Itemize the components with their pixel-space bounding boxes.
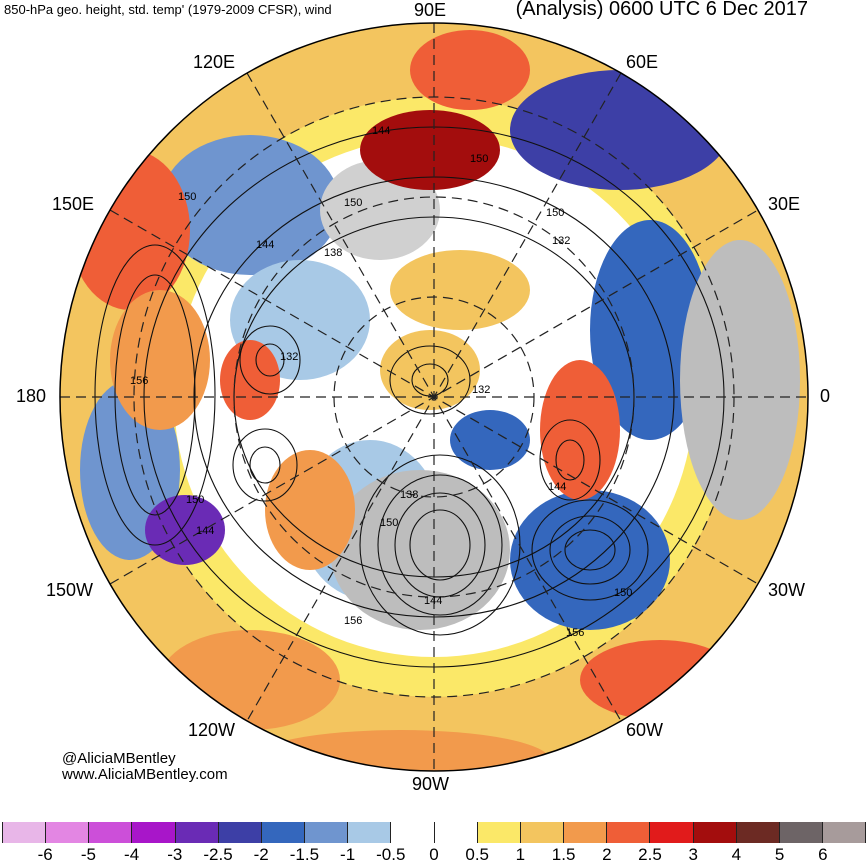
graticule (60, 23, 808, 771)
colorbar-tick-label: -5 (80, 845, 96, 864)
colorbar-swatch (519, 822, 564, 843)
colorbar-swatch (260, 822, 305, 843)
chart-title: 850-hPa geo. height, std. temp' (1979-20… (4, 2, 332, 17)
credit-handle: @AliciaMBentley (62, 750, 176, 767)
colorbar-swatch (821, 822, 867, 843)
lon-label-120w: 120W (188, 720, 236, 740)
lon-label-150w: 150W (46, 580, 94, 600)
colorbar-tick-label: -1 (340, 845, 356, 864)
contour-label: 156 (566, 627, 584, 639)
anomaly-field (60, 23, 808, 771)
colorbar-tick-label: 6 (818, 845, 828, 864)
colorbar-tick-label: 2 (602, 845, 612, 864)
colorbar-swatch (649, 822, 693, 843)
contour-label: 150 (186, 494, 204, 506)
contour-label: 132 (472, 384, 490, 396)
colorbar-swatch (606, 822, 650, 843)
contour-label: 150 (546, 207, 564, 219)
contour-label: 138 (400, 489, 418, 501)
colorbar-swatch (735, 822, 779, 843)
lon-label-60e: 60E (626, 52, 659, 72)
contour-label: 138 (324, 247, 342, 259)
colorbar-swatch (131, 822, 175, 843)
colorbar-swatch (692, 822, 736, 843)
lon-label-30e: 30E (768, 194, 801, 214)
colorbar-tick-label: 4 (731, 845, 742, 864)
colorbar-tick-label: -0.5 (376, 845, 406, 864)
contour-label: 150 (380, 517, 398, 529)
contour-label: 156 (344, 615, 362, 627)
colorbar-tick-label: 5 (774, 845, 785, 864)
lon-label-120e: 120E (193, 52, 236, 72)
colorbar-tick-label: -3 (167, 845, 183, 864)
map-boundary (59, 22, 809, 772)
colorbar-ticks: -6 -5 -4 -3 -2.5 -2 -1.5 -1 -0.5 0 0.5 1 1.5 2 2.5 3 4 5 6 (0, 845, 868, 865)
colorbar-swatch (476, 822, 520, 843)
colorbar-tick-label: -1.5 (289, 845, 320, 864)
colorbar-tick-label: 0 (429, 845, 439, 864)
colorbar-tick-label: 1.5 (551, 845, 576, 864)
lon-label-150e: 150E (52, 194, 95, 214)
contour-label: 150 (470, 153, 488, 165)
colorbar-swatch (347, 822, 391, 843)
colorbar-swatch (390, 822, 434, 843)
colorbar-tick-label: 3 (688, 845, 698, 864)
colorbar-swatch (304, 822, 348, 843)
colorbar-tick-label: 1 (515, 845, 526, 864)
colorbar-swatch (2, 822, 46, 843)
lon-label-90w: 90W (412, 774, 450, 794)
analysis-time: (Analysis) 0600 UTC 6 Dec 2017 (515, 0, 808, 20)
colorbar-swatch (45, 822, 89, 843)
contour-label: 150 (614, 587, 632, 599)
contour-label: 144 (256, 239, 274, 251)
colorbar-tick-label: 2.5 (638, 845, 662, 864)
colorbar-swatch (217, 822, 261, 843)
contour-label: 132 (552, 235, 570, 247)
lon-label-0: 0 (820, 386, 831, 406)
colorbar (2, 822, 867, 843)
contour-label: 144 (424, 595, 442, 607)
colorbar-swatch (174, 822, 218, 843)
colorbar-swatch (778, 822, 822, 843)
contour-label: 150 (344, 197, 362, 209)
contour-label: 144 (196, 525, 214, 537)
colorbar-tick-label: -2.5 (203, 845, 233, 864)
colorbar-tick-label: 0.5 (465, 845, 490, 864)
contour-label: 144 (372, 125, 390, 137)
contour-label: 156 (130, 375, 148, 387)
contour-label: 144 (548, 481, 566, 493)
colorbar-swatch (433, 822, 477, 843)
credit-site: www.AliciaMBentley.com (62, 766, 228, 783)
colorbar-tick-label: -2 (253, 845, 269, 864)
contour-label: 132 (280, 351, 298, 363)
lon-label-60w: 60W (626, 720, 664, 740)
colorbar-swatch (88, 822, 132, 843)
lon-label-30w: 30W (768, 580, 806, 600)
contour-label: 150 (178, 191, 196, 203)
lon-label-180: 180 (16, 386, 47, 406)
colorbar-swatch (563, 822, 607, 843)
contour-label-group: 144 150 150 150 144 138 132 156 132 138 … (130, 125, 632, 639)
colorbar-tick-label: -6 (37, 845, 53, 864)
lon-label-90e: 90E (414, 0, 447, 20)
colorbar-tick-label: -4 (124, 845, 140, 864)
